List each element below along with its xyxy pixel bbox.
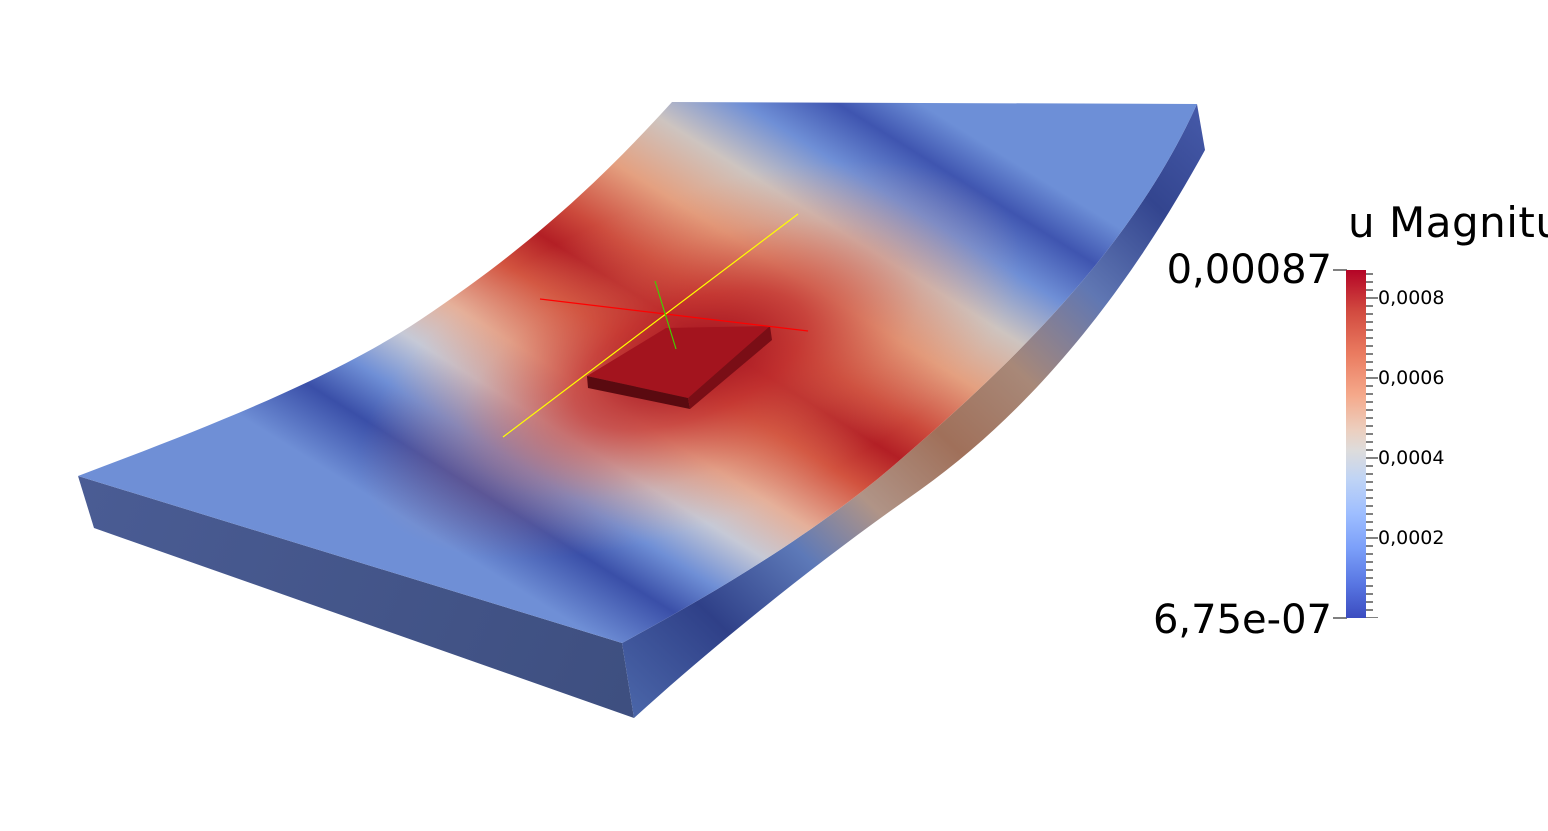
y-axis-line — [502, 213, 799, 438]
color-legend-bar — [1346, 270, 1366, 618]
legend-tick-label: 0,0004 — [1378, 447, 1445, 469]
load-block-side — [688, 326, 772, 409]
plate-front-face — [78, 476, 634, 718]
color-legend-ticks — [1366, 273, 1378, 618]
legend-min-label: 6,75e-07 — [1152, 597, 1332, 643]
legend-endpoint-ticks — [1333, 269, 1347, 619]
plate-right-face — [622, 104, 1205, 718]
z-axis-line — [654, 280, 677, 350]
load-block-top — [587, 326, 770, 398]
legend-tick-label: 0,0008 — [1378, 287, 1445, 309]
legend-tick-label: 0,0002 — [1378, 527, 1445, 549]
x-axis-line — [539, 298, 809, 332]
legend-title: u Magnitu — [1348, 198, 1548, 247]
legend-max-label: 0,00087 — [1166, 247, 1332, 293]
legend-tick-label: 0,0006 — [1378, 367, 1445, 389]
load-block-front — [587, 376, 690, 409]
